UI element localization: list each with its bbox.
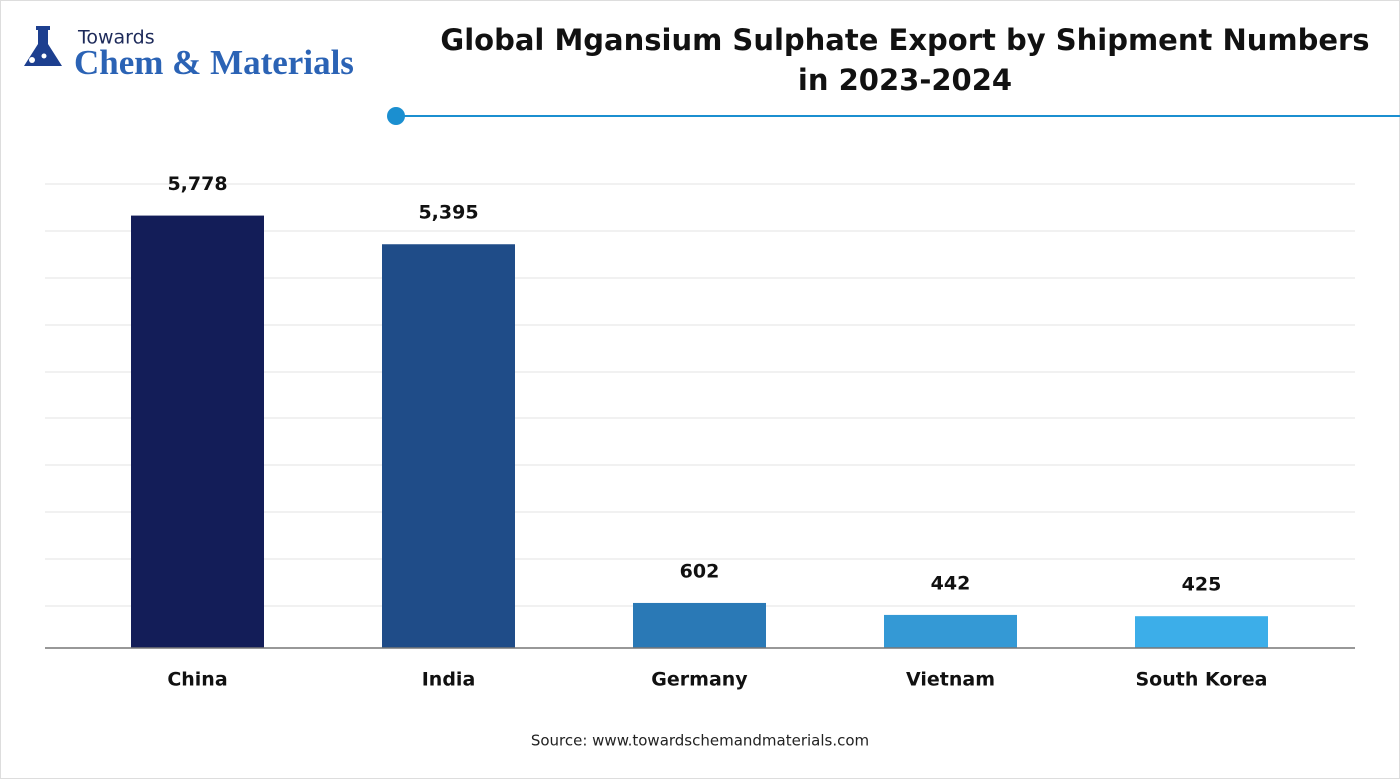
logo-top: Towards	[77, 27, 155, 49]
logo-icon	[24, 26, 62, 66]
x-tick-label: South Korea	[1135, 669, 1267, 691]
data-label: 425	[1182, 574, 1222, 596]
chart-title: Global Mgansium Sulphate Export by Shipm…	[440, 23, 1370, 97]
x-tick-label: India	[422, 669, 476, 691]
data-label: 5,778	[167, 173, 227, 195]
title-dot	[387, 107, 405, 125]
data-label: 442	[931, 572, 971, 594]
bar	[131, 215, 264, 648]
x-tick-label: China	[167, 669, 227, 691]
data-label: 602	[680, 560, 720, 582]
logo-name: Chem & Materials	[74, 43, 354, 82]
bar	[382, 244, 515, 648]
source: Source: www.towardschemandmaterials.com	[531, 732, 869, 750]
data-label: 5,395	[418, 202, 478, 224]
x-tick-label: Germany	[651, 669, 748, 691]
x-tick-label: Vietnam	[906, 669, 995, 691]
bar	[633, 602, 766, 648]
bar	[1135, 616, 1268, 648]
bar	[884, 614, 1017, 648]
